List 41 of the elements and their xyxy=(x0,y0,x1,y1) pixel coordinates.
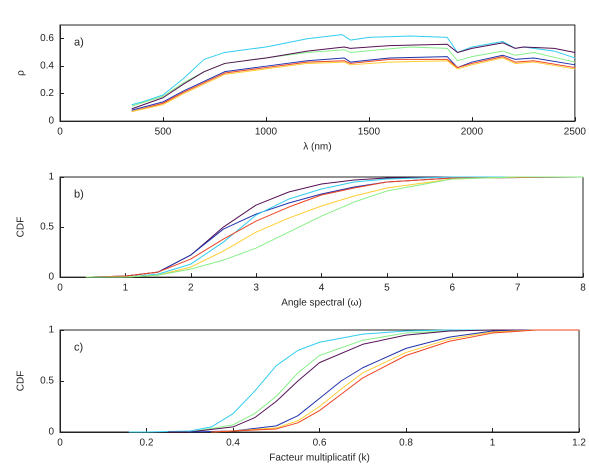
y-axis-title: CDF xyxy=(16,370,26,392)
x-tick-label: 0 xyxy=(57,126,64,138)
x-tick-label: 7 xyxy=(514,282,521,294)
y-axis-title: CDF xyxy=(16,216,26,238)
x-tick-label: 2000 xyxy=(460,126,484,138)
y-tick-label: 0 xyxy=(48,116,54,127)
x-axis-title: Facteur multiplicatif (k) xyxy=(269,452,370,464)
annotation: c) xyxy=(74,342,84,354)
y-axis-title: ρ xyxy=(16,70,26,76)
x-tick-label: 4 xyxy=(318,282,325,294)
x-tick-label: 5 xyxy=(384,282,390,294)
x-axis-title: Angle spectral (ω) xyxy=(281,298,362,308)
x-axis-title: λ (nm) xyxy=(303,142,332,152)
x-tick-label: 0.6 xyxy=(312,438,327,448)
x-tick-label: 6 xyxy=(449,282,456,294)
y-tick-label: 0.6 xyxy=(40,33,54,44)
x-tick-label: 1 xyxy=(490,438,496,448)
x-tick-label: 1.2 xyxy=(572,438,586,448)
annotation: b) xyxy=(74,188,84,200)
y-tick-label: 0.4 xyxy=(40,60,54,72)
x-tick-label: 0.4 xyxy=(226,438,240,448)
y-tick-label: 0 xyxy=(48,272,54,283)
y-tick-label: 0.5 xyxy=(40,222,54,233)
y-tick-label: 0 xyxy=(48,426,54,438)
x-tick-label: 3 xyxy=(253,282,260,294)
y-tick-label: 0.2 xyxy=(40,88,54,100)
annotation: a) xyxy=(74,36,84,48)
x-tick-label: 0 xyxy=(57,438,64,448)
x-tick-label: 1000 xyxy=(254,126,278,138)
x-tick-label: 2 xyxy=(188,282,194,294)
x-tick-label: 8 xyxy=(580,282,586,294)
y-tick-label: 0.5 xyxy=(40,376,54,386)
x-tick-label: 0.2 xyxy=(140,438,154,448)
x-tick-label: 0 xyxy=(57,282,64,294)
x-tick-label: 500 xyxy=(154,126,172,138)
y-tick-label: 1 xyxy=(48,324,54,336)
x-tick-label: 1500 xyxy=(358,126,380,138)
x-tick-label: 2500 xyxy=(564,126,586,138)
x-tick-label: 0.8 xyxy=(399,438,414,448)
y-tick-label: 1 xyxy=(48,172,54,182)
x-tick-label: 1 xyxy=(122,282,129,294)
